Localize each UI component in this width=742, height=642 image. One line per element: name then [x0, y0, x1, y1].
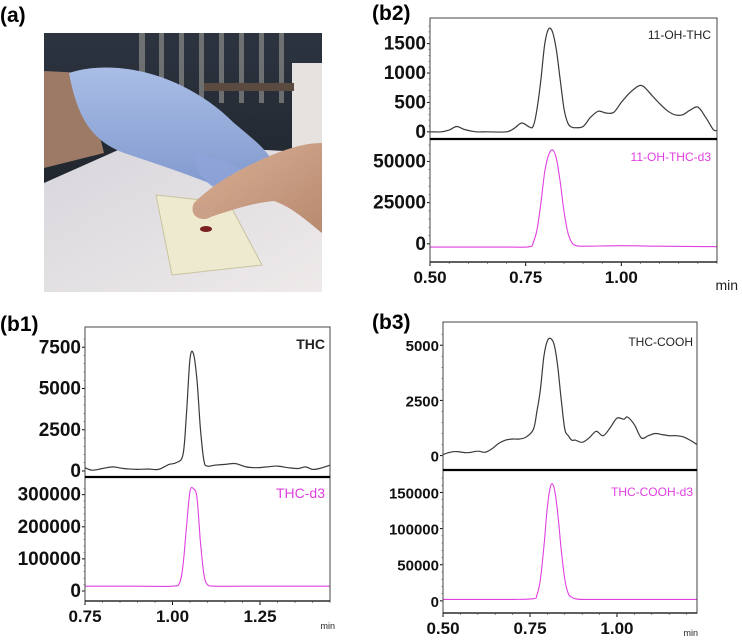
trace-label: 11-OH-THC-d3: [631, 150, 712, 164]
trace-thc-d3: [85, 486, 330, 587]
y-tick-label: 200000: [18, 517, 81, 538]
y-tick-label: 0: [70, 461, 81, 482]
y-tick-label: 7500: [39, 337, 81, 358]
x-tick-label: 1.25: [243, 607, 276, 626]
y-tick-label: 50000: [373, 151, 426, 172]
trace-11-oh-thc-d3: [429, 149, 718, 248]
y-tick-label: 5000: [39, 379, 81, 400]
trace-label: THC: [296, 336, 325, 352]
y-tick-label: 0: [431, 594, 439, 611]
x-axis-label: min: [683, 628, 698, 638]
x-tick-label: 1.00: [605, 268, 638, 287]
y-tick-label: 300000: [18, 485, 81, 506]
y-tick-label: 2500: [406, 393, 439, 410]
panel-label-b3: (b3): [372, 311, 411, 334]
y-tick-label: 0: [431, 449, 439, 466]
y-tick-label: 5000: [406, 338, 439, 355]
y-tick-label: 0: [70, 581, 81, 602]
y-tick-label: 2500: [39, 420, 81, 441]
trace-11-oh-thc: [429, 27, 718, 133]
y-tick-label: 100000: [389, 522, 439, 539]
trace-thc-cooh: [442, 337, 698, 456]
x-tick-label: 0.75: [68, 607, 101, 626]
y-tick-label: 0: [415, 234, 426, 255]
x-tick-label: 0.75: [513, 619, 546, 638]
chart-b3: 0 2500 5000 THC-COOH 0 50000 100000 150000 THC-C…: [389, 321, 698, 638]
chart-b2: 0 500 1000 1500 11-OH-THC 0 25000 50000 11-OH-TH…: [373, 17, 738, 293]
y-tick-label: 1000: [384, 63, 426, 84]
trace-label: THC-COOH: [628, 335, 693, 349]
x-tick-label: 0.50: [426, 619, 459, 638]
y-tick-label: 50000: [397, 558, 439, 575]
y-tick-label: 25000: [373, 193, 426, 214]
trace-thc: [84, 350, 331, 471]
x-axis-label: min: [320, 621, 335, 631]
fingerprick-photo: [44, 33, 322, 292]
trace-label: THC-COOH-d3: [611, 485, 693, 499]
panel-label-b2: (b2): [372, 2, 411, 25]
plot-frame: [442, 321, 698, 614]
x-axis-label: min: [715, 277, 738, 293]
panel-label-b1: (b1): [0, 313, 39, 336]
x-tick-label: 0.75: [509, 268, 542, 287]
photo-illustration: [44, 33, 322, 292]
y-tick-label: 500: [394, 92, 426, 113]
trace-label: 11-OH-THC: [648, 28, 711, 42]
trace-thc-cooh-d3: [442, 483, 697, 600]
y-tick-label: 150000: [389, 485, 439, 502]
chart-b1: 0 2500 5000 7500 THC 0 100000 200000 300000 THC-d…: [18, 326, 335, 631]
panel-label-a: (a): [0, 4, 26, 27]
trace-label: THC-d3: [276, 485, 325, 501]
x-tick-label: 1.00: [600, 619, 633, 638]
x-tick-label: 1.00: [156, 607, 189, 626]
y-tick-label: 100000: [18, 549, 81, 570]
y-tick-label: 1500: [384, 34, 426, 55]
x-tick-label: 0.50: [413, 268, 446, 287]
y-tick-label: 0: [415, 122, 426, 143]
plot-frame: [84, 326, 331, 602]
